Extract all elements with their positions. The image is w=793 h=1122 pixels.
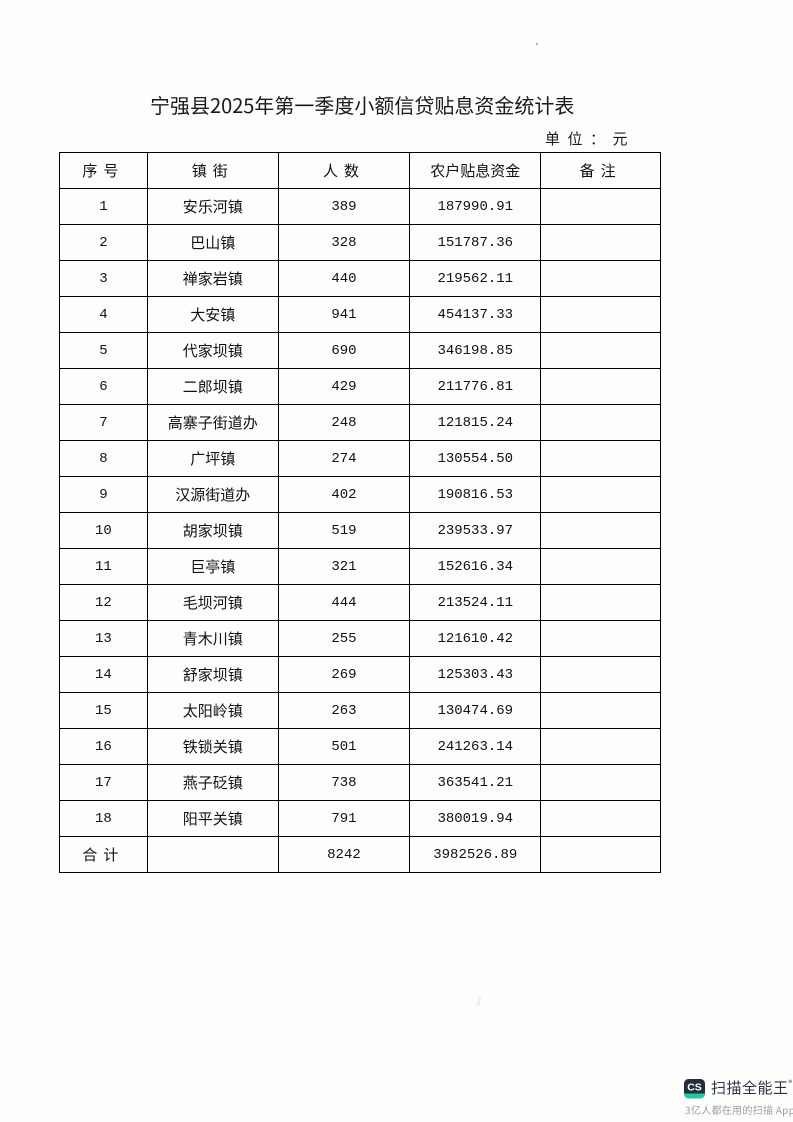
svg-text:CS: CS xyxy=(687,1081,702,1093)
